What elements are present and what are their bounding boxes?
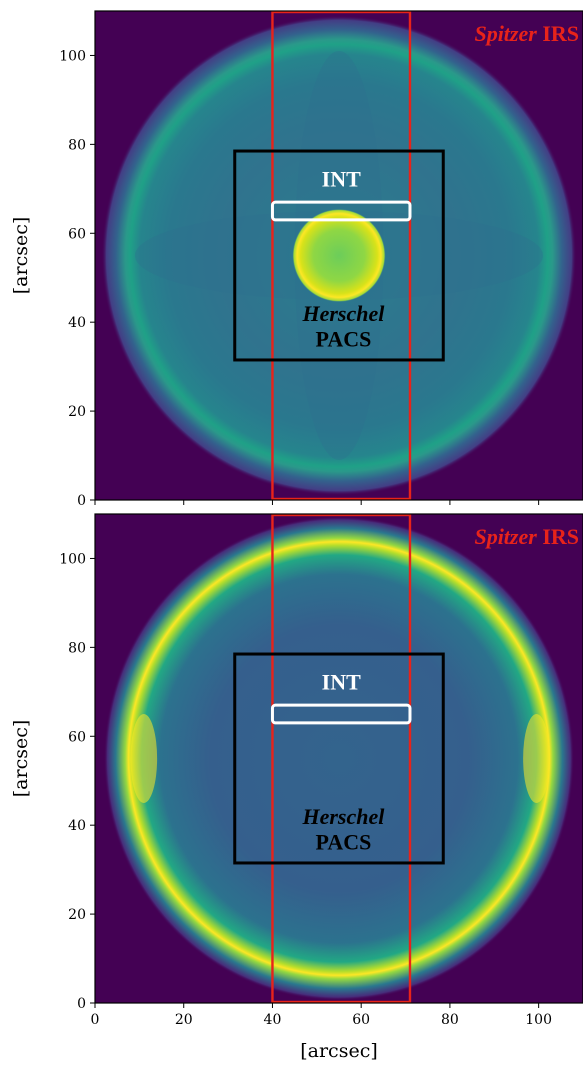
y-tick-label: 0 xyxy=(77,493,86,509)
y-tick-label: 40 xyxy=(68,818,86,834)
emission-shell xyxy=(103,516,575,1001)
spitzer-irs-label: Spitzer IRS xyxy=(474,524,579,549)
y-tick-label: 20 xyxy=(68,907,86,923)
spitzer-label-italic: Spitzer xyxy=(474,21,537,46)
x-axis-label: [arcsec] xyxy=(300,1040,378,1062)
spitzer-aperture xyxy=(271,11,412,500)
pacs-label: PACS xyxy=(316,830,372,855)
int-label: INT xyxy=(322,670,361,695)
y-tick-label: 60 xyxy=(68,226,86,242)
axes-frame-bottom xyxy=(94,513,583,1004)
y-axis-label: [arcsec] xyxy=(10,217,32,295)
y-tick-label: 60 xyxy=(68,729,86,745)
y-axis-label: [arcsec] xyxy=(10,720,32,798)
pacs-label: PACS xyxy=(316,327,372,352)
x-tick-label: 60 xyxy=(352,1012,370,1028)
y-tick-label: 0 xyxy=(77,996,86,1012)
x-tick-label: 40 xyxy=(264,1012,282,1028)
int-aperture xyxy=(270,703,412,725)
spitzer-label-instrument: IRS xyxy=(537,21,579,46)
herschel-aperture xyxy=(233,149,445,362)
y-tick-label: 100 xyxy=(59,48,86,64)
emission-hotspot-left xyxy=(130,714,158,803)
y-tick-label: 80 xyxy=(68,640,86,656)
herschel-label: Herschel xyxy=(301,804,385,829)
heatmap-bottom xyxy=(95,514,583,1003)
int-aperture xyxy=(270,200,412,222)
emission-core xyxy=(292,208,386,303)
y-tick-label: 100 xyxy=(59,551,86,567)
y-tick-label: 20 xyxy=(68,404,86,420)
emission-hotspot-right xyxy=(523,714,550,803)
x-tick-label: 0 xyxy=(91,1012,100,1028)
herschel-label: Herschel xyxy=(301,301,385,326)
x-tick-label: 100 xyxy=(525,1012,552,1028)
spitzer-aperture xyxy=(271,514,412,1003)
axes-frame-top xyxy=(94,10,583,501)
heatmap-top xyxy=(95,11,583,500)
y-tick-label: 40 xyxy=(68,315,86,331)
spitzer-label-italic: Spitzer xyxy=(474,524,537,549)
int-label: INT xyxy=(322,167,361,192)
spitzer-irs-label: Spitzer IRS xyxy=(474,21,579,46)
y-tick-label: 80 xyxy=(68,137,86,153)
x-tick-label: 20 xyxy=(175,1012,193,1028)
herschel-aperture xyxy=(233,652,445,865)
x-tick-label: 80 xyxy=(441,1012,459,1028)
spitzer-label-instrument: IRS xyxy=(537,524,579,549)
